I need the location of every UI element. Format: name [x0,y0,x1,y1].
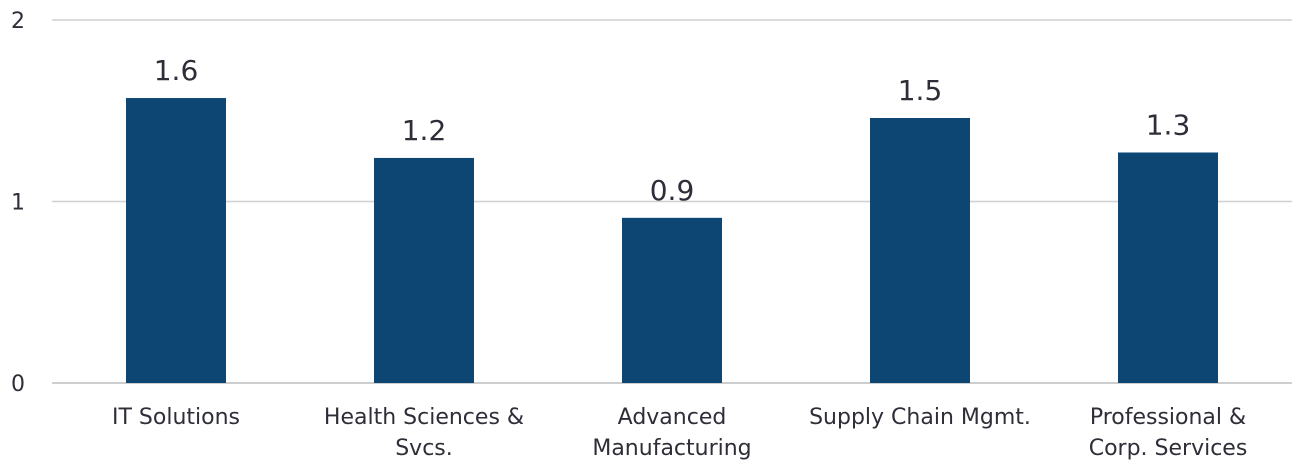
x-tick-label: IT Solutions [112,405,240,430]
x-tick-label: Supply Chain Mgmt. [809,405,1031,430]
data-label: 1.3 [1146,108,1191,141]
bar [374,157,474,383]
data-label: 0.9 [650,174,695,207]
x-tick-label: Health Sciences & Svcs. [324,405,524,461]
bar [126,98,226,384]
data-label: 1.2 [402,114,447,147]
y-tick-label: 0 [11,372,25,397]
x-axis-ticks: IT Solutions Health Sciences & Svcs. Advanc… [112,405,1247,461]
bar [622,217,722,383]
x-tick-label: Professional & Corp. Services [1089,405,1248,461]
bar [870,118,970,383]
y-axis-ticks: 0 1 2 [11,9,25,397]
bar [1118,152,1218,383]
y-tick-label: 1 [11,191,25,216]
bars [126,98,1218,384]
y-tick-label: 2 [11,9,25,34]
data-label: 1.5 [898,74,943,107]
data-labels: 1.6 1.2 0.9 1.5 1.3 [154,54,1191,207]
x-tick-label: Advanced Manufacturing [592,405,751,461]
data-label: 1.6 [154,54,199,87]
